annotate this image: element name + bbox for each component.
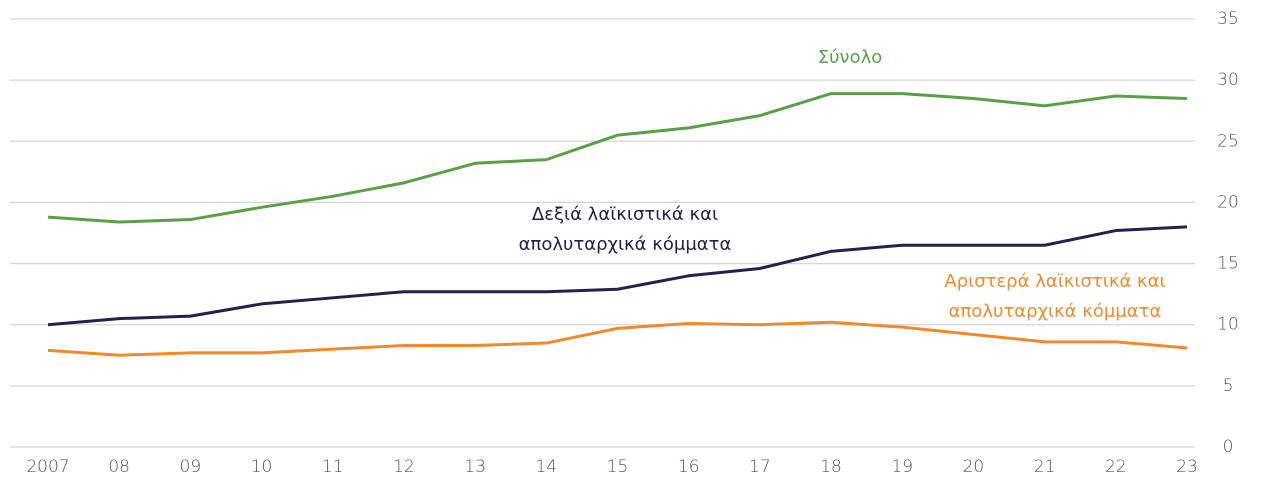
x-tick-label: 12	[393, 457, 415, 477]
y-tick-label: 30	[1217, 70, 1239, 90]
x-tick-label: 15	[607, 457, 629, 477]
y-tick-label: 5	[1223, 376, 1234, 396]
x-tick-label: 18	[820, 457, 842, 477]
x-tick-label: 20	[963, 457, 985, 477]
x-tick-label: 19	[891, 457, 913, 477]
series-line	[47, 320, 1188, 357]
y-tick-label: 0	[1223, 437, 1234, 457]
series-label: Αριστερά λαϊκιστικά και απολυταρχικά κόμ…	[944, 271, 1166, 322]
x-tick-label: 17	[749, 457, 771, 477]
x-tick-label: 11	[322, 457, 344, 477]
y-tick-label: 15	[1217, 254, 1239, 274]
x-tick-label: 2007	[26, 457, 69, 477]
series-line	[47, 225, 1188, 327]
x-tick-label: 08	[108, 457, 130, 477]
x-tick-label: 13	[464, 457, 486, 477]
y-tick-label: 25	[1217, 131, 1239, 151]
x-tick-label: 23	[1176, 457, 1198, 477]
x-tick-label: 21	[1034, 457, 1056, 477]
x-tick-label: 16	[678, 457, 700, 477]
y-tick-label: 35	[1217, 9, 1239, 29]
x-tick-label: 14	[535, 457, 557, 477]
series-line	[47, 92, 1188, 224]
x-tick-label: 10	[251, 457, 273, 477]
x-tick-label: 09	[180, 457, 202, 477]
series-label: Δεξιά λαϊκιστικά και απολυταρχικά κόμματ…	[518, 204, 732, 255]
y-tick-label: 10	[1217, 315, 1239, 335]
y-tick-label: 20	[1217, 192, 1239, 212]
series-label: Σύνολο	[817, 47, 883, 68]
x-tick-label: 22	[1105, 457, 1127, 477]
